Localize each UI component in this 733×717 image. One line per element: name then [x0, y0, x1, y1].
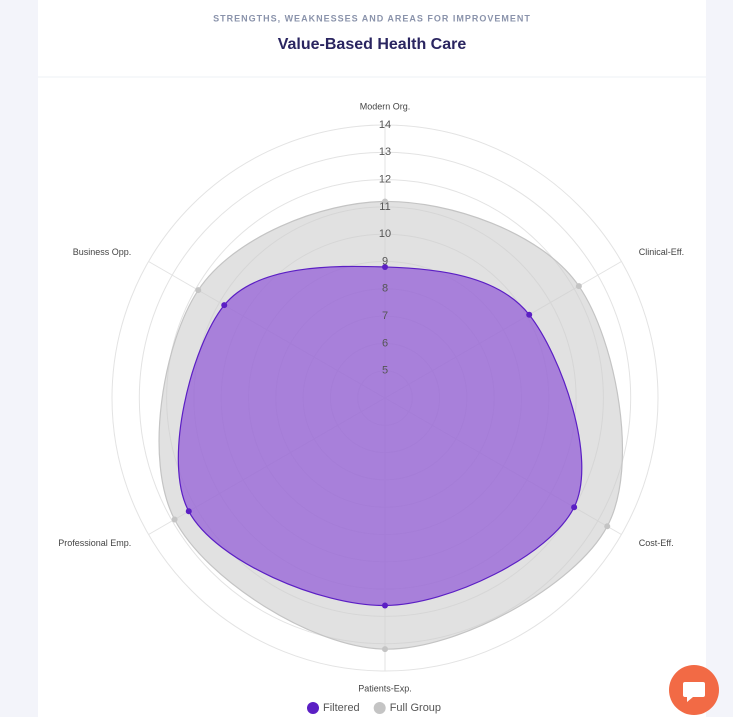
axis-label: Patients-Exp. — [358, 683, 412, 693]
legend-swatch — [307, 702, 319, 714]
axis-label: Business Opp. — [73, 247, 132, 257]
r-tick-label: 7 — [382, 310, 388, 322]
r-tick-label: 5 — [382, 365, 388, 377]
series-area — [177, 265, 583, 607]
data-point — [185, 508, 192, 515]
r-tick-label: 11 — [379, 201, 390, 213]
data-point — [382, 263, 388, 270]
chat-icon — [683, 682, 705, 702]
axis-label: Clinical-Eff. — [639, 247, 684, 257]
data-point — [604, 523, 611, 530]
data-point — [171, 516, 178, 523]
axis-label: Cost-Eff. — [639, 538, 674, 548]
r-tick-label: 14 — [379, 119, 391, 131]
r-tick-label: 12 — [379, 174, 391, 186]
data-point — [382, 602, 388, 609]
data-point — [382, 198, 388, 205]
chart-title: Value-Based Health Care — [278, 36, 467, 53]
axis-label: Professional Emp. — [58, 538, 131, 548]
legend-swatch — [373, 702, 386, 714]
data-point — [382, 646, 388, 653]
data-point — [195, 287, 202, 294]
data-point — [575, 283, 582, 290]
r-tick-label: 8 — [382, 283, 388, 295]
r-tick-label: 6 — [382, 337, 388, 349]
r-tick-label: 13 — [379, 146, 391, 158]
axis-label: Modern Org. — [360, 101, 411, 111]
r-tick-label: 10 — [379, 228, 391, 240]
r-tick-label: 9 — [382, 255, 388, 267]
chat-button[interactable] — [669, 665, 719, 715]
legend-label: Full Group — [390, 702, 441, 714]
data-point — [221, 302, 228, 309]
data-point — [526, 311, 533, 318]
data-point — [571, 504, 578, 511]
chart-subtitle: STRENGTHS, WEAKNESSES AND AREAS FOR IMPR… — [213, 13, 531, 23]
legend-label: Filtered — [323, 702, 360, 714]
